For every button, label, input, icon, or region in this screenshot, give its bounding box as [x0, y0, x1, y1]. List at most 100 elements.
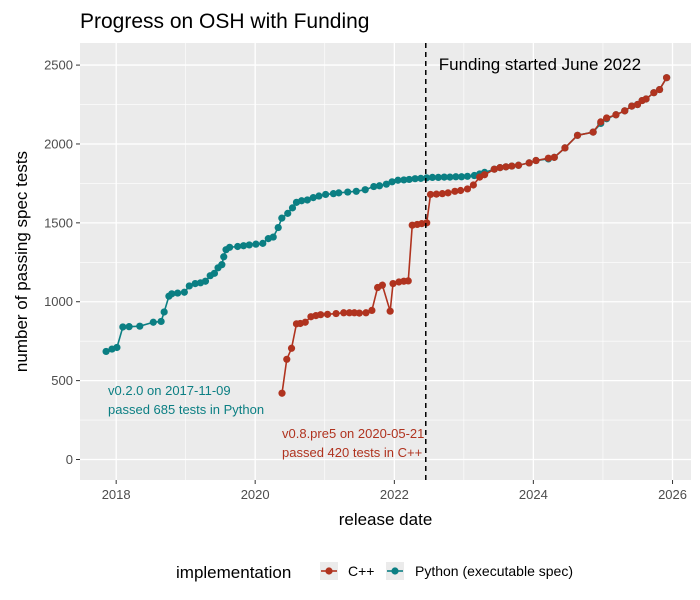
- data-point-python: [160, 308, 168, 316]
- data-point-python: [463, 172, 472, 180]
- data-point-cpp: [612, 111, 620, 119]
- data-point-cpp: [317, 311, 325, 319]
- data-point-cpp: [378, 281, 386, 289]
- data-point-cpp: [663, 74, 671, 82]
- x-tick-label: 2024: [519, 487, 548, 502]
- data-point-cpp: [514, 161, 523, 169]
- data-point-cpp: [283, 355, 291, 363]
- data-point-python: [119, 323, 127, 331]
- data-point-cpp: [573, 131, 582, 139]
- data-point-cpp: [490, 165, 498, 173]
- data-point-python: [269, 233, 277, 241]
- series-layer: [102, 74, 671, 397]
- data-point-python: [113, 343, 121, 352]
- x-tick-label: 2020: [241, 487, 270, 502]
- data-point-python: [278, 214, 286, 222]
- data-point-python: [361, 186, 369, 194]
- data-point-python: [245, 241, 253, 249]
- data-point-cpp: [642, 95, 650, 103]
- chart-title: Progress on OSH with Funding: [80, 10, 369, 33]
- data-point-python: [234, 242, 242, 251]
- data-point-python: [309, 194, 317, 202]
- data-point-python: [284, 209, 292, 217]
- data-point-cpp: [423, 219, 431, 227]
- data-point-cpp: [438, 190, 446, 198]
- data-point-cpp: [496, 164, 504, 172]
- data-point-python: [423, 174, 431, 182]
- data-point-cpp: [389, 279, 397, 288]
- data-point-python: [125, 323, 133, 331]
- data-point-cpp: [508, 162, 516, 170]
- data-point-cpp: [426, 190, 435, 199]
- data-point-python: [218, 261, 226, 269]
- annotation-cpp-line-1: v0.8.pre5 on 2020-05-21: [282, 426, 424, 441]
- data-point-cpp: [655, 85, 664, 94]
- data-point-python: [329, 190, 338, 198]
- data-point-python: [417, 174, 425, 182]
- data-point-python: [375, 182, 384, 190]
- data-point-cpp: [469, 181, 477, 189]
- data-point-python: [344, 188, 352, 196]
- data-point-python: [174, 289, 182, 297]
- data-point-python: [411, 175, 419, 183]
- data-point-python: [180, 288, 188, 296]
- data-point-cpp: [323, 310, 332, 318]
- data-point-python: [191, 279, 199, 288]
- data-point-python: [440, 173, 448, 181]
- data-point-python: [239, 242, 248, 250]
- data-point-python: [452, 173, 460, 181]
- data-point-python: [220, 253, 228, 261]
- data-point-python: [434, 173, 442, 182]
- data-point-cpp: [432, 190, 441, 198]
- y-axis-ticks: 0 500 1000 1500 2000 2500: [44, 58, 80, 467]
- data-point-python: [428, 173, 437, 182]
- data-point-python: [352, 187, 360, 195]
- y-tick-label: 500: [51, 373, 73, 388]
- legend-label-python: Python (executable spec): [415, 563, 573, 579]
- funding-reference-label: Funding started June 2022: [439, 55, 641, 74]
- data-point-cpp: [463, 185, 472, 193]
- annotation-python-line-1: v0.2.0 on 2017-11-09: [108, 383, 231, 398]
- data-point-python: [226, 243, 234, 251]
- data-point-cpp: [481, 171, 489, 179]
- data-point-cpp: [287, 344, 296, 352]
- data-point-cpp: [340, 309, 348, 317]
- data-point-python: [210, 269, 219, 277]
- legend-key-point-cpp: [325, 567, 333, 575]
- series-cpp: [278, 74, 671, 397]
- data-point-cpp: [550, 153, 558, 161]
- data-point-cpp: [628, 102, 636, 110]
- data-point-cpp: [332, 309, 340, 318]
- y-tick-label: 2500: [44, 58, 73, 73]
- data-point-python: [370, 182, 378, 191]
- data-point-python: [259, 239, 267, 247]
- y-axis-label: number of passing spec tests: [12, 151, 31, 372]
- data-point-cpp: [451, 187, 459, 195]
- x-axis-ticks: 2018 2020 2022 2024 2026: [102, 480, 687, 502]
- data-point-cpp: [589, 128, 597, 136]
- data-point-python: [335, 189, 343, 197]
- legend-key-point-python: [391, 567, 399, 575]
- data-point-cpp: [278, 389, 286, 397]
- annotation-cpp-line-2: passed 420 tests in C++: [282, 445, 422, 460]
- data-point-python: [382, 180, 390, 188]
- legend-title: implementation: [176, 563, 291, 582]
- data-point-python: [322, 190, 330, 199]
- data-point-cpp: [525, 159, 533, 167]
- data-point-python: [274, 223, 282, 232]
- data-point-cpp: [502, 163, 510, 171]
- data-point-python: [149, 318, 157, 326]
- data-point-python: [405, 175, 413, 184]
- data-point-python: [298, 197, 306, 205]
- reference-line-layer: Funding started June 2022: [425, 43, 641, 480]
- data-point-python: [315, 192, 323, 200]
- y-tick-label: 1000: [44, 294, 73, 309]
- data-point-python: [168, 290, 176, 298]
- y-tick-label: 1500: [44, 215, 73, 230]
- data-point-python: [102, 347, 110, 356]
- data-point-python: [252, 240, 260, 248]
- data-point-python: [446, 173, 454, 181]
- data-point-cpp: [368, 306, 376, 315]
- x-tick-label: 2018: [102, 487, 131, 502]
